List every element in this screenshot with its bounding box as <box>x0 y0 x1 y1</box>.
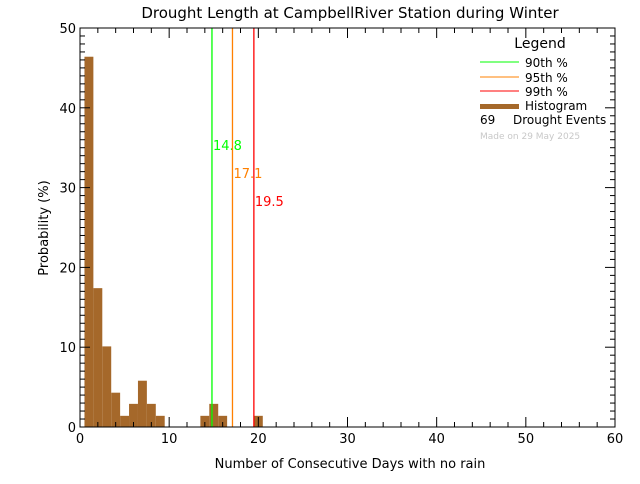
x-tick-label: 40 <box>428 432 445 447</box>
histogram-bar <box>218 415 228 427</box>
y-tick-label: 30 <box>59 182 76 197</box>
histogram-bar <box>111 392 121 427</box>
legend: Legend 90th % 95th % 99th % Histogram 69… <box>480 36 606 142</box>
histogram-bar <box>129 403 138 427</box>
legend-label-95: 95th % <box>525 71 568 85</box>
histogram-bar <box>93 288 103 427</box>
events-label: Drought Events <box>513 113 606 127</box>
histogram-bar <box>84 56 94 428</box>
x-tick-label: 60 <box>607 432 624 447</box>
histogram-bar <box>200 415 210 427</box>
y-tick-label: 50 <box>59 22 76 37</box>
legend-title: Legend <box>514 36 565 52</box>
histogram-bar <box>155 415 165 427</box>
x-axis-label: Number of Consecutive Days with no rain <box>215 457 486 472</box>
percentile-label: 17.1 <box>233 167 262 182</box>
histogram-bar <box>209 403 219 427</box>
legend-label-99: 99th % <box>525 85 568 99</box>
x-tick-label: 10 <box>161 432 178 447</box>
y-axis-label: Probability (%) <box>37 180 52 275</box>
percentile-label: 19.5 <box>255 195 284 210</box>
x-tick-label: 20 <box>250 432 267 447</box>
x-tick-label: 50 <box>518 432 535 447</box>
legend-label-histogram: Histogram <box>525 99 587 113</box>
histogram-bar <box>102 346 112 427</box>
x-tick-label: 0 <box>76 432 84 447</box>
chart-title: Drought Length at CampbellRiver Station … <box>141 4 559 22</box>
y-tick-label: 10 <box>59 341 76 356</box>
x-tick-label: 30 <box>339 432 356 447</box>
events-count: 69 <box>480 113 495 127</box>
y-tick-label: 0 <box>68 421 76 436</box>
histogram-bar <box>137 380 147 427</box>
histogram-bar <box>146 403 156 427</box>
y-tick-label: 20 <box>59 261 76 276</box>
y-tick-label: 40 <box>59 102 76 117</box>
legend-swatch-histogram <box>480 104 519 109</box>
legend-label-90: 90th % <box>525 56 568 70</box>
histogram-bar <box>120 415 130 427</box>
percentile-label: 14.8 <box>213 139 242 154</box>
made-on-note: Made on 29 May 2025 <box>480 132 580 142</box>
